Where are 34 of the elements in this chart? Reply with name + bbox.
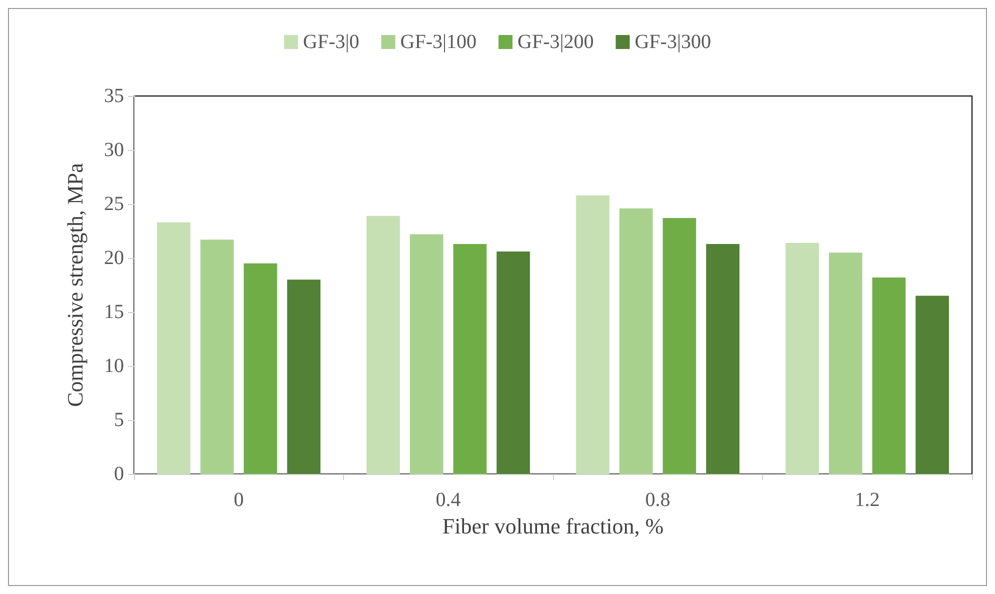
x-tick-label: 0 (234, 489, 244, 511)
y-tick-label: 0 (114, 463, 124, 485)
bar (244, 263, 278, 474)
x-tick-label: 1.2 (854, 489, 880, 511)
bar (828, 252, 862, 474)
bar (786, 242, 819, 474)
y-tick-label: 15 (104, 301, 124, 323)
bar (366, 216, 400, 474)
y-tick-label: 30 (104, 139, 124, 161)
y-tick-label: 10 (104, 355, 124, 377)
bar (157, 222, 190, 474)
bar (496, 252, 530, 474)
x-axis-title: Fiber volume fraction, % (442, 513, 664, 538)
y-tick-label: 20 (104, 247, 124, 269)
legend-label: GF-3|200 (518, 31, 594, 53)
bar (200, 240, 234, 474)
x-tick-label: 0.8 (645, 489, 670, 511)
bar (872, 277, 906, 474)
y-tick-label: 35 (104, 85, 124, 107)
bar (916, 296, 949, 474)
bar (619, 208, 653, 474)
bar (706, 244, 740, 474)
bar (287, 280, 320, 474)
y-tick-label: 25 (104, 193, 124, 215)
y-axis-title: Compressive strength, MPa (62, 162, 88, 407)
legend-label: GF-3|300 (634, 31, 711, 53)
bar (576, 195, 610, 474)
legend-label: GF-3|100 (400, 31, 477, 53)
bar (410, 234, 444, 474)
x-tick-label: 0.4 (436, 489, 461, 511)
legend-label: GF-3|0 (303, 31, 360, 53)
bar (453, 244, 487, 474)
bar (662, 218, 696, 474)
y-tick-label: 5 (114, 409, 124, 431)
